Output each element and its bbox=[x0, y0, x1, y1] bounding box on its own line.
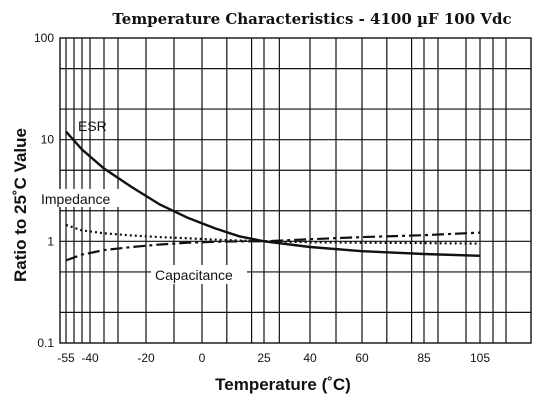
y-tick-label: 10 bbox=[41, 133, 55, 147]
x-tick-label: -40 bbox=[81, 351, 99, 365]
x-tick-label: 40 bbox=[303, 351, 317, 365]
x-tick-label: 0 bbox=[199, 351, 206, 365]
y-tick-label: 100 bbox=[34, 31, 54, 45]
x-tick-label: -55 bbox=[57, 351, 75, 365]
x-tick-label: 25 bbox=[257, 351, 271, 365]
series-line-capacitance bbox=[66, 233, 480, 261]
series-label-esr: ESR bbox=[78, 118, 107, 134]
x-tick-label: -20 bbox=[137, 351, 155, 365]
x-axis-label: Temperature (˚C) bbox=[215, 375, 351, 394]
x-tick-label: 85 bbox=[417, 351, 431, 365]
plot-frame bbox=[60, 38, 531, 343]
grid bbox=[60, 38, 531, 343]
x-tick-label: 105 bbox=[470, 351, 490, 365]
chart-title: Temperature Characteristics - 4100 µF 10… bbox=[112, 10, 511, 28]
y-axis-label: Ratio to 25˚C Value bbox=[11, 128, 30, 282]
y-tick-label: 1 bbox=[47, 234, 54, 248]
series-label-capacitance: Capacitance bbox=[155, 267, 233, 283]
series-line-esr bbox=[66, 132, 480, 256]
y-tick-label: 0.1 bbox=[37, 336, 54, 350]
x-tick-label: 60 bbox=[355, 351, 369, 365]
series-label-impedance: Impedance bbox=[41, 191, 110, 207]
x-tick-labels: -55 -40 -20 0 25 40 60 85 105 bbox=[57, 351, 490, 365]
